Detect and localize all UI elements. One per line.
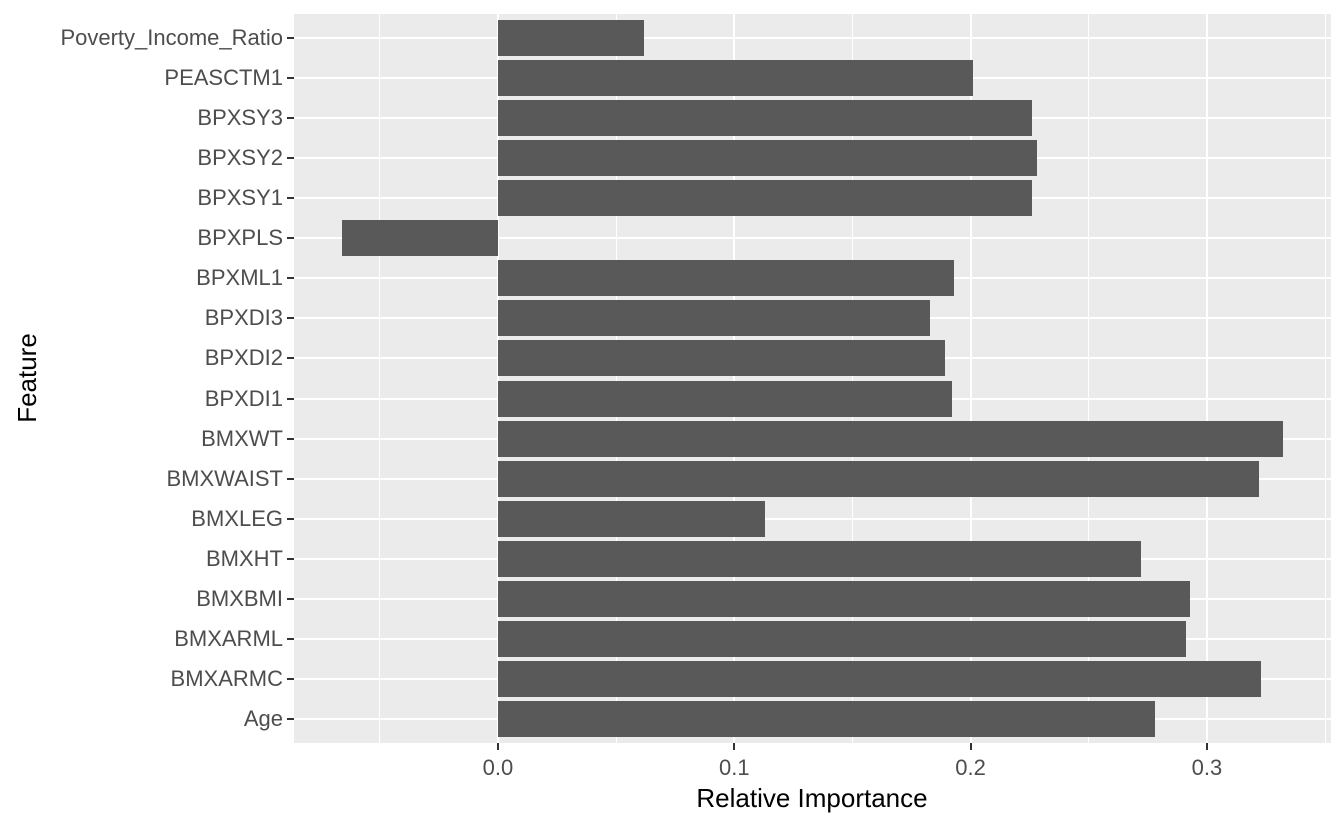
y-tick-mark xyxy=(287,77,294,80)
y-tick-label: PEASCTM1 xyxy=(164,65,283,91)
y-tick-mark xyxy=(287,117,294,120)
y-tick-label: BPXDI1 xyxy=(204,385,283,411)
gridline-minor-x xyxy=(851,14,853,743)
x-tick-label: 0.3 xyxy=(1191,755,1223,780)
bar-BMXBMI xyxy=(497,580,1191,617)
y-tick-label: BPXSY3 xyxy=(197,105,283,131)
y-tick-label: BPXSY1 xyxy=(197,185,283,211)
y-tick-mark xyxy=(287,597,294,600)
x-tick-mark xyxy=(496,743,499,750)
bar-BPXDI2 xyxy=(497,340,945,377)
bar-BMXWAIST xyxy=(497,460,1259,497)
y-tick-label: BMXWAIST xyxy=(166,465,283,491)
bar-Poverty_Income_Ratio xyxy=(497,20,645,57)
gridline-major-x xyxy=(969,14,972,743)
y-tick-mark xyxy=(287,517,294,520)
bar-BMXARMC xyxy=(497,660,1262,697)
gridline-major-y xyxy=(294,517,1331,520)
y-tick-label: BPXML1 xyxy=(196,265,283,291)
y-tick-label: BMXARMC xyxy=(170,665,283,691)
y-tick-mark xyxy=(287,317,294,320)
x-tick-label: 0.1 xyxy=(718,755,750,780)
y-tick-label: BPXPLS xyxy=(197,225,283,251)
bar-BPXSY1 xyxy=(497,180,1033,217)
y-tick-label: Age xyxy=(243,705,283,731)
y-tick-label: BPXSY2 xyxy=(197,145,283,171)
x-tick-label: 0.0 xyxy=(482,755,514,780)
bar-BPXSY2 xyxy=(497,140,1037,177)
x-tick-mark xyxy=(733,743,736,750)
bar-BPXML1 xyxy=(497,260,955,297)
y-tick-mark xyxy=(287,237,294,240)
y-tick-label: BMXHT xyxy=(206,545,283,571)
gridline-minor-x xyxy=(379,14,381,743)
y-tick-mark xyxy=(287,677,294,680)
y-tick-label: BMXBMI xyxy=(196,585,283,611)
bar-BPXSY3 xyxy=(497,100,1033,137)
gridline-minor-x xyxy=(1088,14,1090,743)
bar-Age xyxy=(497,700,1155,737)
y-tick-mark xyxy=(287,277,294,280)
gridline-major-y xyxy=(294,237,1331,240)
x-axis-title: Relative Importance xyxy=(696,783,928,813)
bar-BPXPLS xyxy=(341,220,498,257)
gridline-major-x xyxy=(733,14,736,743)
gridline-major-x xyxy=(1205,14,1208,743)
y-tick-mark xyxy=(287,397,294,400)
bar-BMXHT xyxy=(497,540,1141,577)
bar-BPXDI1 xyxy=(497,380,952,417)
gridline-minor-x xyxy=(615,14,617,743)
y-tick-mark xyxy=(287,357,294,360)
x-tick-label: 0.2 xyxy=(955,755,986,780)
y-tick-label: BPXDI2 xyxy=(204,345,283,371)
x-tick-mark xyxy=(1205,743,1208,750)
bar-BPXDI3 xyxy=(497,300,931,337)
gridline-major-x xyxy=(496,14,499,743)
y-axis-title: Feature xyxy=(12,333,42,423)
y-tick-mark xyxy=(287,157,294,160)
bar-BMXLEG xyxy=(497,500,765,537)
gridline-minor-x xyxy=(1324,14,1326,743)
bar-BMXWT xyxy=(497,420,1283,457)
y-tick-mark xyxy=(287,637,294,640)
x-tick-mark xyxy=(969,743,972,750)
y-tick-label: BPXDI3 xyxy=(204,305,283,331)
bar-PEASCTM1 xyxy=(497,60,973,97)
y-tick-label: BMXARML xyxy=(174,625,283,651)
y-tick-label: BMXWT xyxy=(201,425,283,451)
y-tick-label: BMXLEG xyxy=(191,505,283,531)
y-tick-label: Poverty_Income_Ratio xyxy=(60,25,283,51)
y-tick-mark xyxy=(287,557,294,560)
y-tick-mark xyxy=(287,437,294,440)
y-tick-mark xyxy=(287,717,294,720)
y-tick-mark xyxy=(287,197,294,200)
y-tick-mark xyxy=(287,37,294,40)
gridline-major-y xyxy=(294,37,1331,40)
y-tick-mark xyxy=(287,477,294,480)
bar-BMXARML xyxy=(497,620,1186,657)
